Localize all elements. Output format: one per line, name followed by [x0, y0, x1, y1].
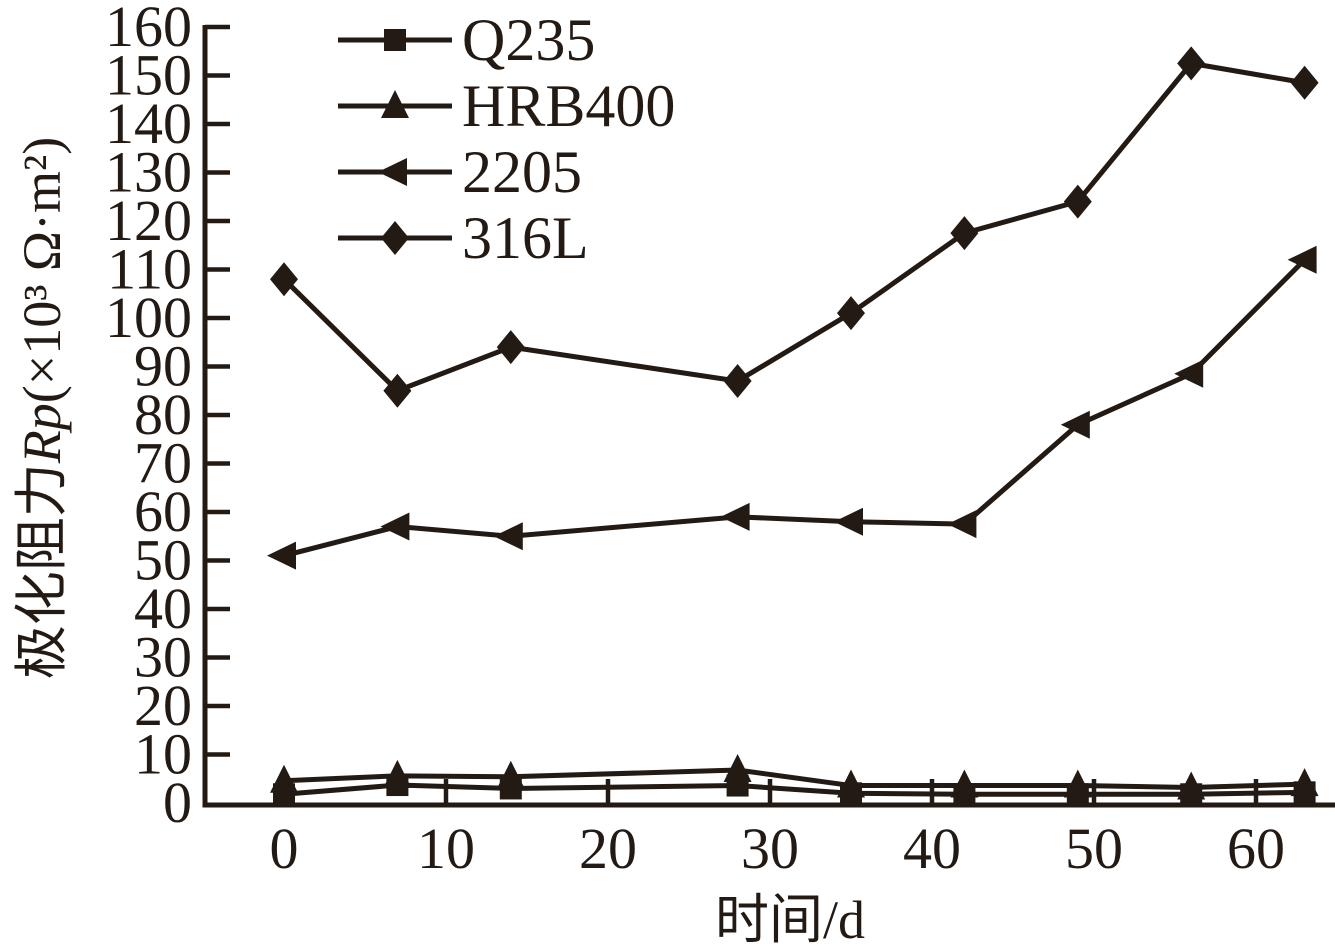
y-tick-label: 50 [134, 528, 192, 593]
y-tick-label: 80 [134, 382, 192, 447]
marker-316L [1177, 46, 1206, 81]
x-tick-label: 60 [1227, 816, 1285, 881]
marker-316L [496, 330, 525, 365]
y-axis-title-symbol: Rp [12, 403, 72, 464]
series-line-316L [282, 60, 1306, 394]
y-tick-label: 160 [105, 0, 192, 59]
y-axis-title: 极化阻力Rp(×10³ Ω·m²) [12, 136, 72, 680]
legend-marker-Q235 [384, 29, 406, 51]
marker-HRB400 [723, 754, 752, 783]
marker-HRB400 [270, 764, 298, 793]
x-axis-title: 时间/d [714, 890, 866, 950]
y-tick-label: 90 [134, 334, 192, 399]
marker-316L [270, 262, 298, 297]
series-line-2205 [283, 258, 1307, 559]
marker-HRB400 [950, 769, 979, 798]
marker-2205 [720, 502, 750, 531]
y-tick-label: 150 [105, 43, 192, 108]
legend-label-2205: 2205 [462, 139, 582, 205]
y-tick-label: 120 [105, 188, 192, 253]
marker-2205 [1174, 359, 1204, 388]
marker-HRB400 [1290, 768, 1319, 797]
marker-HRB400 [383, 759, 412, 788]
marker-HRB400 [496, 760, 525, 789]
y-axis-title-units: (×10³ Ω·m²) [12, 136, 72, 404]
marker-2205 [493, 522, 523, 551]
legend-label-316L: 316L [462, 205, 589, 271]
legend-label-HRB400: HRB400 [462, 73, 675, 139]
x-tick-label: 30 [741, 816, 799, 881]
y-tick-label: 60 [134, 479, 192, 544]
y-tick-label: 130 [105, 140, 192, 205]
marker-2205 [267, 541, 296, 570]
legend-marker-316L [381, 221, 409, 255]
marker-2205 [947, 510, 977, 539]
y-tick-label: 0 [163, 770, 192, 835]
y-tick-label: 110 [107, 237, 192, 302]
marker-316L [383, 373, 412, 408]
marker-316L [1290, 65, 1319, 100]
y-tick-label: 70 [134, 431, 192, 496]
x-tick-label: 0 [270, 816, 299, 881]
marker-316L [837, 296, 865, 331]
y-tick-label: 40 [134, 576, 192, 641]
legend-marker-HRB400 [381, 90, 409, 118]
y-axis-title-text: 极化阻力 [12, 463, 72, 680]
legend-marker-2205 [378, 158, 407, 186]
marker-HRB400 [1063, 769, 1092, 798]
marker-316L [723, 364, 752, 399]
marker-2205 [380, 512, 410, 541]
marker-HRB400 [1177, 771, 1206, 800]
legend-label-Q235: Q235 [462, 7, 595, 73]
marker-316L [1063, 184, 1092, 219]
marker-2205 [834, 507, 863, 536]
marker-316L [950, 216, 979, 251]
x-tick-label: 20 [579, 816, 637, 881]
y-tick-label: 10 [134, 722, 192, 787]
x-tick-label: 10 [417, 816, 475, 881]
x-tick-label: 50 [1065, 816, 1123, 881]
marker-2205 [1287, 245, 1317, 274]
y-tick-label: 20 [134, 673, 192, 738]
marker-HRB400 [837, 769, 865, 798]
x-tick-label: 40 [903, 816, 961, 881]
y-tick-label: 140 [105, 91, 192, 156]
y-tick-label: 100 [105, 285, 192, 350]
y-tick-label: 30 [134, 625, 192, 690]
marker-2205 [1060, 410, 1090, 439]
